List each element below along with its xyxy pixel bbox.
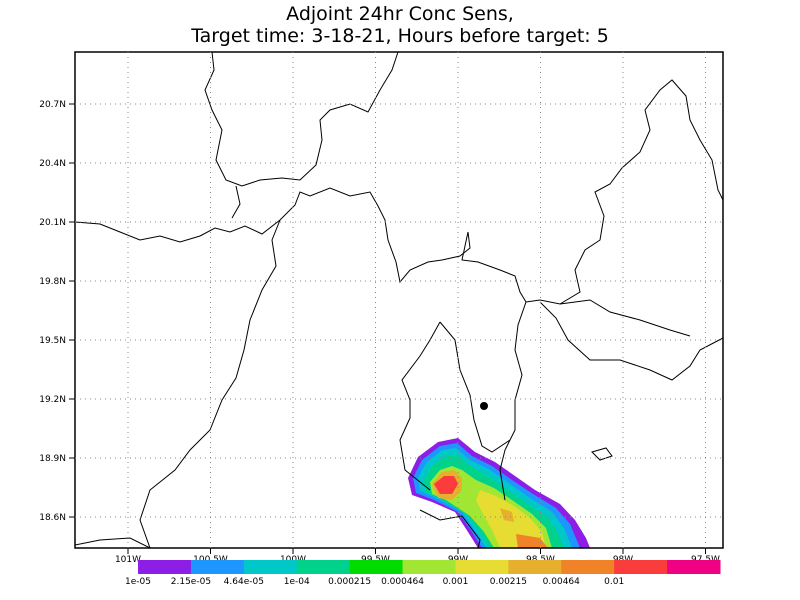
lat-tick-label: 19.5N — [39, 336, 66, 346]
colorbar-label: 1e-04 — [284, 577, 310, 587]
lat-tick-label: 20.4N — [39, 159, 66, 169]
state-borders — [75, 52, 723, 548]
colorbar-swatch — [614, 560, 668, 574]
lat-tick-label: 19.8N — [39, 277, 66, 287]
colorbar-swatch — [508, 560, 562, 574]
colorbar-swatch — [455, 560, 509, 574]
colorbar-swatch — [138, 560, 192, 574]
lon-tick-label: 101W — [115, 555, 141, 565]
colorbar-label: 2.15e-05 — [171, 577, 211, 587]
plume — [408, 438, 590, 548]
colorbar-label: 0.000215 — [328, 577, 371, 587]
lat-tick-label: 18.6N — [39, 513, 66, 523]
lat-tick-label: 18.9N — [39, 454, 66, 464]
colorbar-label: 0.001 — [443, 577, 469, 587]
colorbar-label: 0.01 — [604, 577, 624, 587]
colorbar-label: 4.64e-05 — [224, 577, 264, 587]
colorbar-label: 0.00215 — [490, 577, 527, 587]
title-line: Adjoint 24hr Conc Sens, — [286, 3, 514, 25]
colorbar-label: 0.00464 — [543, 577, 580, 587]
colorbar-swatch — [349, 560, 404, 574]
colorbar-swatch — [561, 560, 615, 574]
target-point — [480, 402, 488, 410]
colorbar-swatch — [667, 560, 721, 574]
colorbar-swatch — [402, 560, 456, 574]
colorbar-label: 1e-05 — [125, 577, 151, 587]
title-line: Target time: 3-18-21, Hours before targe… — [190, 25, 609, 47]
colorbar-label: 0.000464 — [381, 577, 424, 587]
lat-tick-label: 20.7N — [39, 100, 66, 110]
colorbar-swatch — [190, 560, 245, 574]
colorbar-swatch — [296, 560, 351, 574]
plot-frame — [74, 51, 724, 549]
lat-tick-label: 20.1N — [39, 218, 66, 228]
colorbar-swatch — [243, 560, 298, 574]
lat-tick-label: 19.2N — [39, 395, 66, 405]
